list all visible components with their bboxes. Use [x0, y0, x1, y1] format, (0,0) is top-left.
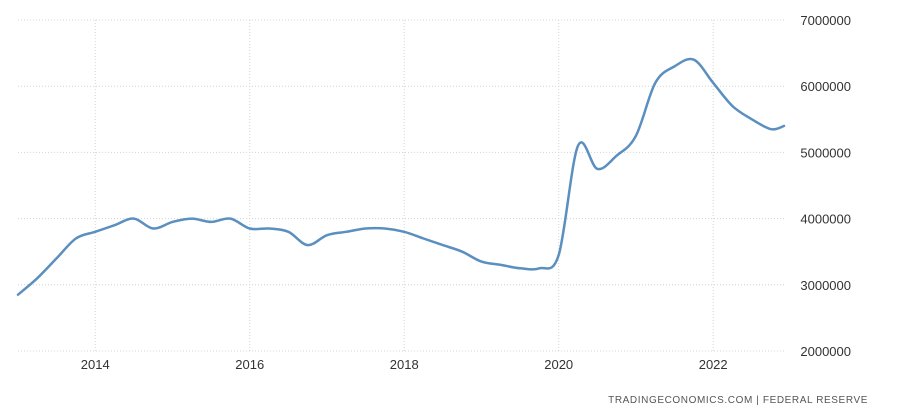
x-tick-label: 2022: [699, 357, 728, 372]
vertical-gridlines: [94, 20, 714, 351]
y-tick-label: 6000000: [800, 79, 851, 94]
series-line-0: [16, 57, 786, 296]
series-group: [16, 57, 786, 296]
y-tick-label: 5000000: [800, 145, 851, 160]
x-axis-tick-labels: 2014 2016 2018 2020 2022: [81, 357, 728, 372]
y-tick-label: 4000000: [800, 212, 851, 227]
y-tick-label: 7000000: [800, 13, 851, 28]
y-tick-label: 2000000: [800, 344, 851, 359]
x-tick-label: 2016: [235, 357, 264, 372]
y-tick-label: 3000000: [800, 278, 851, 293]
y-axis-tick-labels: 2000000 3000000 4000000 5000000 6000000 70000…: [800, 13, 851, 359]
x-tick-label: 2018: [390, 357, 419, 372]
x-tick-label: 2020: [544, 357, 573, 372]
x-tick-label: 2014: [81, 357, 110, 372]
source-credit: TRADINGECONOMICS.COM | FEDERAL RESERVE: [608, 395, 868, 406]
